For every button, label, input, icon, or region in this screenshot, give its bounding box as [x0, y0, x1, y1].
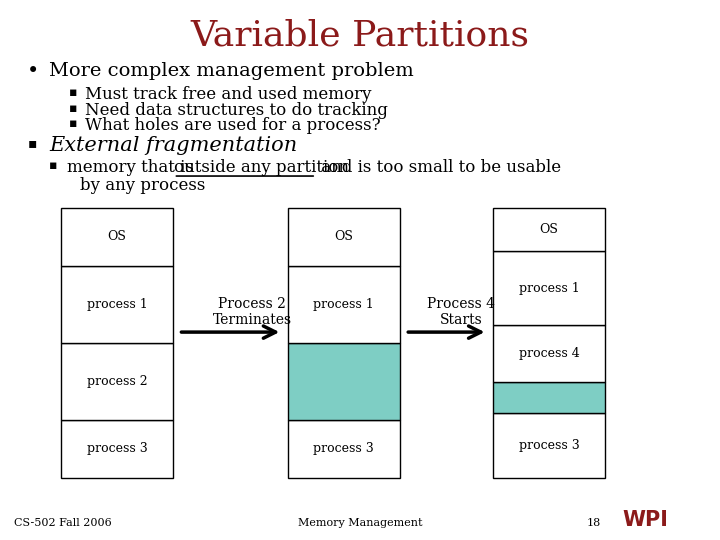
Text: by any process: by any process — [80, 177, 205, 194]
Text: process 1: process 1 — [86, 298, 148, 311]
Text: Need data structures to do tracking: Need data structures to do tracking — [85, 102, 388, 118]
Bar — [61, 208, 173, 266]
Text: Process 2
Terminates: Process 2 Terminates — [212, 296, 292, 327]
Text: process 3: process 3 — [313, 442, 374, 455]
Text: CS-502 Fall 2006: CS-502 Fall 2006 — [14, 518, 112, 528]
Text: outside any partition: outside any partition — [174, 159, 348, 176]
Bar — [288, 266, 400, 343]
Text: process 2: process 2 — [86, 375, 148, 388]
Text: OS: OS — [334, 231, 354, 244]
Bar — [493, 326, 605, 382]
Text: process 3: process 3 — [86, 442, 148, 455]
Text: OS: OS — [107, 231, 127, 244]
Text: External fragmentation: External fragmentation — [49, 136, 297, 155]
Text: process 1: process 1 — [518, 282, 580, 295]
Bar — [493, 208, 605, 252]
Bar — [288, 343, 400, 420]
Bar — [61, 420, 173, 478]
Bar — [61, 343, 173, 420]
Text: ▪: ▪ — [68, 86, 77, 99]
Text: Must track free and used memory: Must track free and used memory — [85, 86, 372, 103]
Text: ▪: ▪ — [68, 102, 77, 114]
Text: ▪: ▪ — [27, 136, 37, 150]
Bar — [493, 413, 605, 478]
Text: memory that is: memory that is — [67, 159, 199, 176]
Bar — [288, 208, 400, 266]
Text: and is too small to be usable: and is too small to be usable — [316, 159, 561, 176]
Text: process 4: process 4 — [518, 347, 580, 360]
Bar — [493, 382, 605, 413]
Text: Process 4
Starts: Process 4 Starts — [427, 296, 495, 327]
Text: WPI: WPI — [623, 510, 669, 530]
Text: ▪: ▪ — [49, 159, 58, 172]
Bar — [493, 252, 605, 326]
Text: OS: OS — [539, 223, 559, 236]
Text: Variable Partitions: Variable Partitions — [191, 19, 529, 53]
Text: process 3: process 3 — [518, 438, 580, 452]
Text: process 1: process 1 — [313, 298, 374, 311]
Text: More complex management problem: More complex management problem — [49, 62, 414, 80]
Text: Memory Management: Memory Management — [298, 518, 422, 528]
Text: What holes are used for a process?: What holes are used for a process? — [85, 117, 381, 133]
Text: •: • — [27, 62, 40, 81]
Bar — [61, 266, 173, 343]
Text: ▪: ▪ — [68, 117, 77, 130]
Text: 18: 18 — [587, 518, 601, 528]
Bar — [288, 420, 400, 478]
